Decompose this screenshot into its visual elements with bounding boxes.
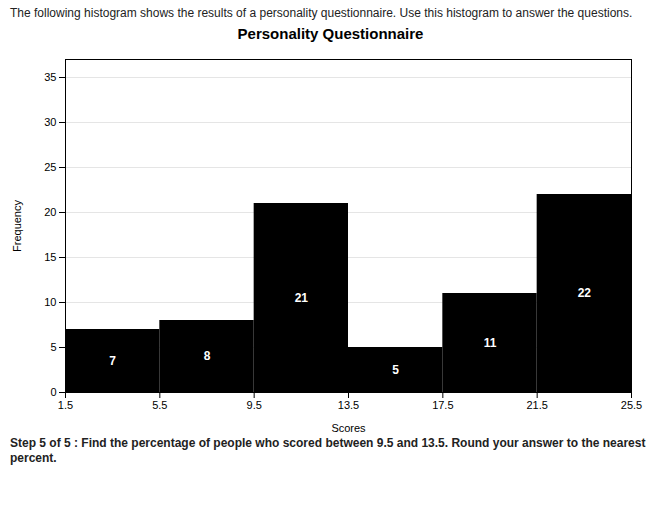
svg-text:5: 5 bbox=[50, 341, 56, 353]
svg-text:8: 8 bbox=[204, 349, 211, 363]
svg-text:20: 20 bbox=[44, 206, 56, 218]
html-text:Personality Questionnaire: Personality Questionnaire bbox=[237, 25, 424, 42]
svg-text:15: 15 bbox=[44, 251, 56, 263]
svg-text:1.5: 1.5 bbox=[58, 399, 73, 411]
svg-text:13.5: 13.5 bbox=[338, 399, 359, 411]
svg-text:7: 7 bbox=[109, 354, 116, 368]
svg-text:5.5: 5.5 bbox=[152, 399, 167, 411]
svg-text:5: 5 bbox=[392, 363, 399, 377]
svg-text:17.5: 17.5 bbox=[432, 399, 453, 411]
svg-text:10: 10 bbox=[44, 296, 56, 308]
html-text:The following histogram shows: The following histogram shows the result… bbox=[10, 6, 633, 20]
svg-text:11: 11 bbox=[484, 336, 497, 350]
html-text:Step 5 of 5 : Find the percent: Step 5 of 5 : Find the percentage of peo… bbox=[10, 436, 646, 465]
svg-text:22: 22 bbox=[578, 286, 592, 300]
svg-text:Scores: Scores bbox=[331, 422, 366, 434]
svg-text:0: 0 bbox=[50, 386, 56, 398]
svg-text:30: 30 bbox=[44, 116, 56, 128]
svg-text:9.5: 9.5 bbox=[247, 399, 262, 411]
svg-text:Frequency: Frequency bbox=[11, 200, 23, 252]
svg-text:21.5: 21.5 bbox=[526, 399, 547, 411]
svg-text:25.5: 25.5 bbox=[621, 399, 642, 411]
svg-text:21: 21 bbox=[295, 291, 309, 305]
svg-text:25: 25 bbox=[44, 161, 56, 173]
svg-text:35: 35 bbox=[44, 71, 56, 83]
